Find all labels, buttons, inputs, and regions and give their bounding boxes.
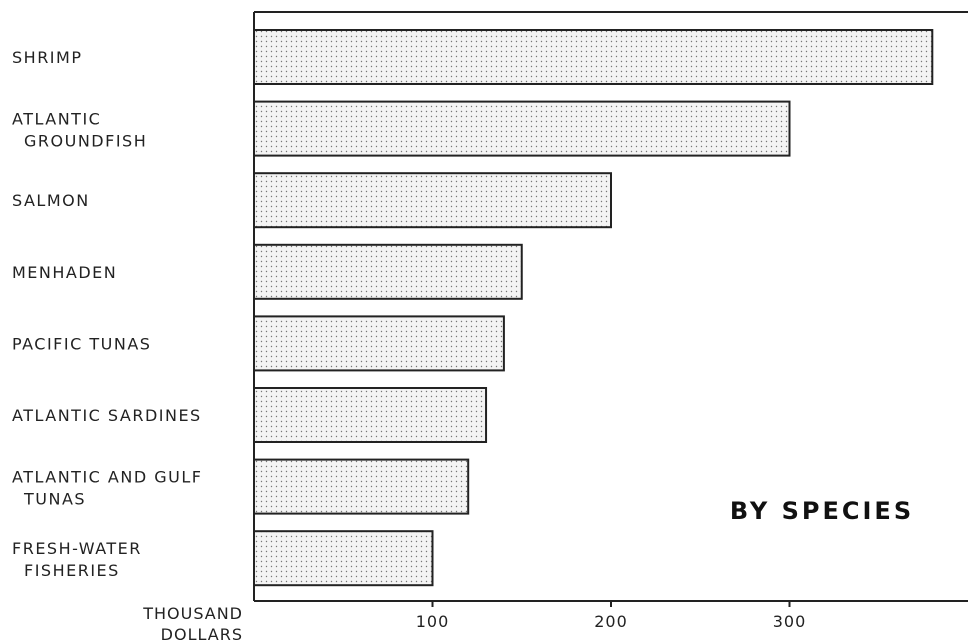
category-label-1-line-2: GROUNDFISH [24,132,147,151]
bar-7 [253,530,434,587]
category-label-0: SHRIMP [12,48,82,67]
chart-annotation: BY SPECIES [730,497,914,525]
category-label-4: PACIFIC TUNAS [12,334,151,353]
bar-6 [253,458,470,515]
bar-3 [253,243,523,300]
bar-0 [253,29,934,85]
category-label-2: SALMON [12,191,90,210]
category-label-5: ATLANTIC SARDINES [12,406,202,425]
category-label-1-line-1: ATLANTIC [12,110,101,129]
x-unit-label-line-2: DOLLARS [161,625,243,644]
category-label-6-line-2: TUNAS [23,490,86,509]
x-tick-label-1: 200 [594,612,628,631]
bar-2 [253,172,612,229]
x-tick-label-0: 100 [416,612,450,631]
x-unit-label-line-1: THOUSAND [142,604,243,623]
bar-4 [253,315,505,372]
bar-1 [253,100,791,157]
category-label-7-line-1: FRESH-WATER [12,539,142,558]
category-label-6-line-1: ATLANTIC AND GULF [12,468,202,487]
category-label-7-line-2: FISHERIES [24,561,120,580]
bar-5 [253,387,488,443]
category-label-3: MENHADEN [12,263,117,282]
x-tick-label-2: 300 [773,612,807,631]
